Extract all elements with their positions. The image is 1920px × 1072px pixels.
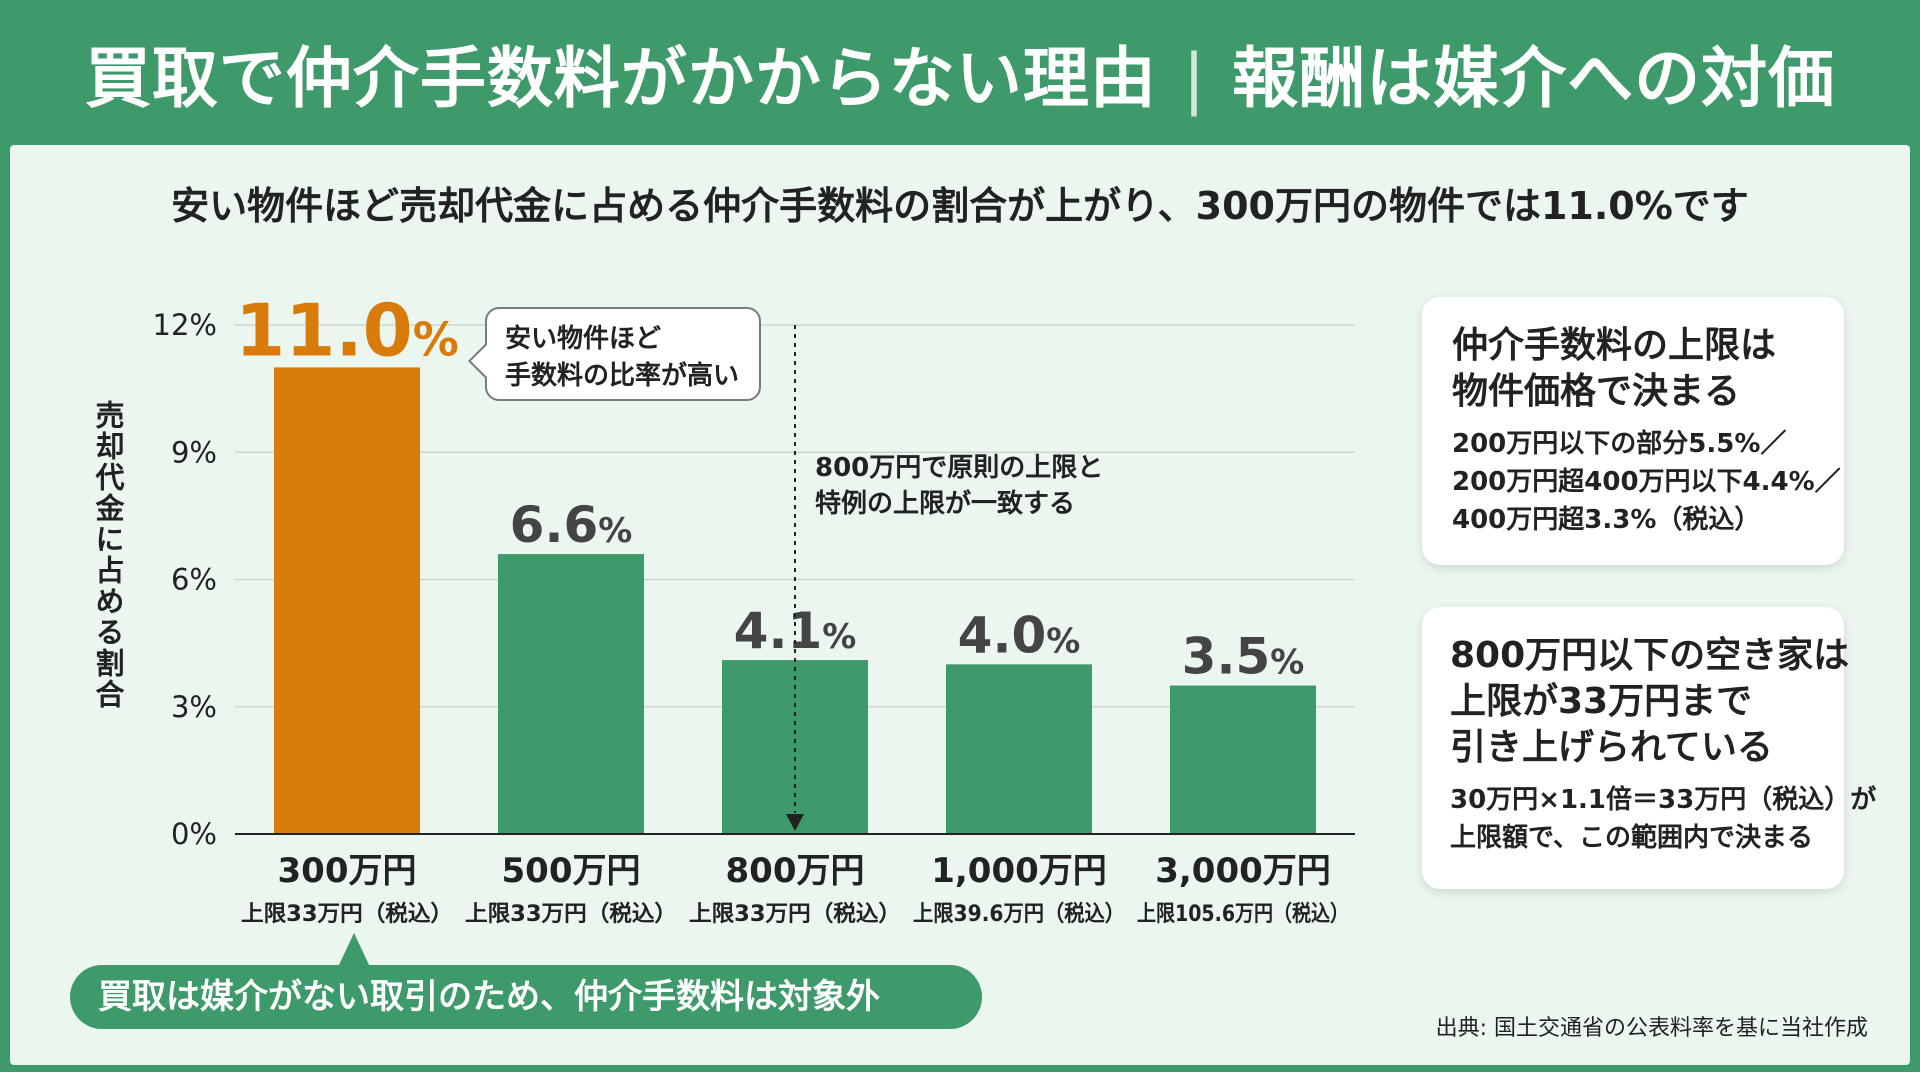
x-category-label: 800万円 xyxy=(726,851,865,891)
bar-value-label: 6.6% xyxy=(510,496,633,554)
x-category-sublabel: 上限33万円（税込） xyxy=(241,901,453,925)
bar-value-unit: % xyxy=(598,511,632,551)
x-category-sublabel: 上限33万円（税込） xyxy=(689,901,901,925)
bar xyxy=(1170,685,1316,834)
source-note: 出典: 国土交通省の公表料率を基に当社作成 xyxy=(1435,1016,1868,1041)
pill-pointer xyxy=(338,933,370,967)
bar xyxy=(498,554,644,834)
card1-title: 仲介手数料の上限は 物件価格で決まる xyxy=(1452,323,1844,415)
card2-title: 800万円以下の空き家は 上限が33万円まで 引き上げられている xyxy=(1450,633,1850,771)
purchase-note-pill: 買取は媒介がない取引のため、仲介手数料は対象外 xyxy=(70,965,982,1029)
x-category-label: 500万円 xyxy=(502,851,641,891)
note-800-line-2: 特例の上限が一致する xyxy=(815,489,1076,519)
card1-body-line-3: 400万円超3.3%（税込） xyxy=(1452,505,1761,535)
bar-value-unit: % xyxy=(1046,621,1080,661)
chart-subtitle: 安い物件ほど売却代金に占める仲介手数料の割合が上がり、300万円の物件では11.… xyxy=(171,184,1749,228)
bar-value-unit: % xyxy=(822,617,856,657)
y-tick-label: 0% xyxy=(171,817,217,851)
callout-box: 安い物件ほど 手数料の比率が高い xyxy=(468,307,761,401)
x-category-label: 1,000万円 xyxy=(931,851,1107,891)
card2-body: 30万円×1.1倍＝33万円（税込）が 上限額で、この範囲内で決まる xyxy=(1450,781,1877,857)
y-tick-label: 6% xyxy=(171,563,217,597)
card1-body-line-2: 200万円超400万円以下4.4%／ xyxy=(1452,467,1841,497)
bar-value-unit: % xyxy=(1270,643,1304,683)
card1-body: 200万円以下の部分5.5%／ 200万円超400万円以下4.4%／ 400万円… xyxy=(1452,425,1844,539)
x-category-sublabel: 上限39.6万円（税込） xyxy=(913,901,1125,925)
callout-line-1: 安い物件ほど xyxy=(505,324,662,354)
header: 買取で仲介手数料がかからない理由 | 報酬は媒介への対価 xyxy=(0,0,1920,145)
x-category-label: 3,000万円 xyxy=(1155,851,1331,891)
title-main: 買取で仲介手数料がかからない理由 xyxy=(84,39,1157,117)
x-category-label: 300万円 xyxy=(278,851,417,891)
x-category-sublabel: 上限33万円（税込） xyxy=(465,901,677,925)
card1-body-line-1: 200万円以下の部分5.5%／ xyxy=(1452,429,1787,459)
card2-title-line-2: 上限が33万円まで xyxy=(1450,681,1753,722)
bar-value-unit: % xyxy=(413,312,459,366)
x-category-sublabel: 上限105.6万円（税込） xyxy=(1137,901,1349,925)
bar-value-label: 11.0% xyxy=(235,288,459,372)
note-800-arrowhead xyxy=(786,814,804,831)
bar-chart: 0% 3% 6% 9% 12% 売却代金に占める割合 11.0% 300万円上限33万円（税込… xyxy=(91,288,1355,925)
bar-value-label: 4.0% xyxy=(958,606,1081,664)
card1-title-line-1: 仲介手数料の上限は xyxy=(1452,325,1777,366)
card1-title-line-2: 物件価格で決まる xyxy=(1452,371,1741,412)
y-tick-label: 3% xyxy=(171,690,217,724)
bar xyxy=(274,367,420,834)
note-800-line-1: 800万円で原則の上限と xyxy=(815,453,1104,483)
page-title: 買取で仲介手数料がかからない理由 | 報酬は媒介への対価 xyxy=(85,25,1835,121)
note-800: 800万円で原則の上限と 特例の上限が一致する xyxy=(815,450,1103,522)
title-separator: | xyxy=(1182,39,1207,117)
y-tick-label: 9% xyxy=(171,435,217,469)
card2-title-line-1: 800万円以下の空き家は xyxy=(1450,635,1850,676)
y-tick-label: 12% xyxy=(153,308,217,342)
card2-body-line-1: 30万円×1.1倍＝33万円（税込）が xyxy=(1450,785,1877,815)
info-card-vacant-house: 800万円以下の空き家は 上限が33万円まで 引き上げられている 30万円×1.… xyxy=(1422,607,1877,889)
callout-line-2: 手数料の比率が高い xyxy=(505,361,740,391)
info-card-fee-limit: 仲介手数料の上限は 物件価格で決まる 200万円以下の部分5.5%／ 200万円… xyxy=(1422,297,1844,565)
bar xyxy=(946,664,1092,834)
title-sub: 報酬は媒介への対価 xyxy=(1232,39,1836,117)
y-axis-title: 売却代金に占める割合 xyxy=(91,400,126,710)
content-panel: 安い物件ほど売却代金に占める仲介手数料の割合が上がり、300万円の物件では11.… xyxy=(10,145,1910,1065)
card2-title-line-3: 引き上げられている xyxy=(1450,727,1773,768)
card2-body-line-2: 上限額で、この範囲内で決まる xyxy=(1450,823,1813,853)
bar-value-label: 3.5% xyxy=(1182,628,1305,686)
